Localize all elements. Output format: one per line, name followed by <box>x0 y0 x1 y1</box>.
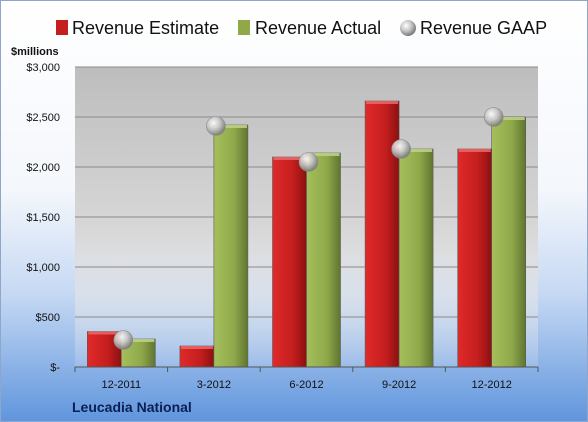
y-tick-label: $1,000 <box>26 262 60 274</box>
legend-marker-gaap <box>400 20 416 36</box>
bar-estimate-highlight <box>273 157 306 160</box>
x-tick-label: 12-2012 <box>472 379 512 391</box>
company-name: Leucadia National <box>72 399 192 415</box>
bar-estimate <box>457 148 493 368</box>
bar-estimate-highlight <box>180 346 213 349</box>
y-tick-label: $2,000 <box>26 162 60 174</box>
bar-actual-highlight <box>122 339 155 342</box>
bar-actual <box>213 124 249 368</box>
x-axis-ticks: 12-2011 3-2012 6-2012 9-2012 12-2012 <box>74 367 539 391</box>
bar-estimate-highlight <box>88 331 121 335</box>
y-axis-ticks: $- $500 $1,000 $1,500 $2,000 $2,500 $3,000 <box>26 62 60 374</box>
gaap-marker <box>483 107 504 127</box>
bar-estimate <box>364 100 400 368</box>
legend-swatch-estimate <box>56 20 68 35</box>
gaap-marker <box>298 152 319 172</box>
bar-estimate-highlight <box>458 149 491 152</box>
bars <box>87 100 527 368</box>
legend-label-gaap: Revenue GAAP <box>420 18 547 38</box>
gaap-marker <box>206 116 226 136</box>
x-tick-label: 3-2012 <box>197 379 231 391</box>
bar-estimate <box>179 345 215 368</box>
y-axis-units-label: $millions <box>11 46 59 58</box>
legend-item-revenue-gaap: Revenue GAAP <box>400 18 547 38</box>
bar-actual-highlight <box>492 117 525 120</box>
y-tick-label: $1,500 <box>26 212 60 224</box>
x-tick-label: 9-2012 <box>382 379 416 391</box>
bar-actual-highlight <box>400 149 433 152</box>
bar-actual-highlight <box>307 153 340 156</box>
x-tick-label: 12-2011 <box>102 379 142 391</box>
y-tick-label: $3,000 <box>26 62 60 74</box>
bar-actual <box>398 148 434 368</box>
y-tick-label: $500 <box>36 312 60 324</box>
legend-swatch-actual <box>238 20 250 35</box>
gaap-marker <box>113 330 134 350</box>
legend-item-revenue-actual: Revenue Actual <box>238 18 381 38</box>
x-tick-label: 6-2012 <box>289 379 323 391</box>
legend-label-actual: Revenue Actual <box>255 18 381 38</box>
legend-item-revenue-estimate: Revenue Estimate <box>56 18 219 38</box>
legend: Revenue Estimate Revenue Actual Revenue … <box>56 18 547 38</box>
bar-actual <box>491 116 527 368</box>
gaap-marker <box>391 139 411 159</box>
gaap-markers <box>113 107 504 350</box>
legend-label-estimate: Revenue Estimate <box>72 18 219 38</box>
bar-estimate-highlight <box>366 101 399 104</box>
y-tick-label: $2,500 <box>26 112 60 124</box>
bar-estimate <box>272 156 307 368</box>
bar-actual <box>306 152 341 368</box>
bar-actual-highlight <box>214 125 247 128</box>
y-tick-label: $- <box>50 362 60 374</box>
